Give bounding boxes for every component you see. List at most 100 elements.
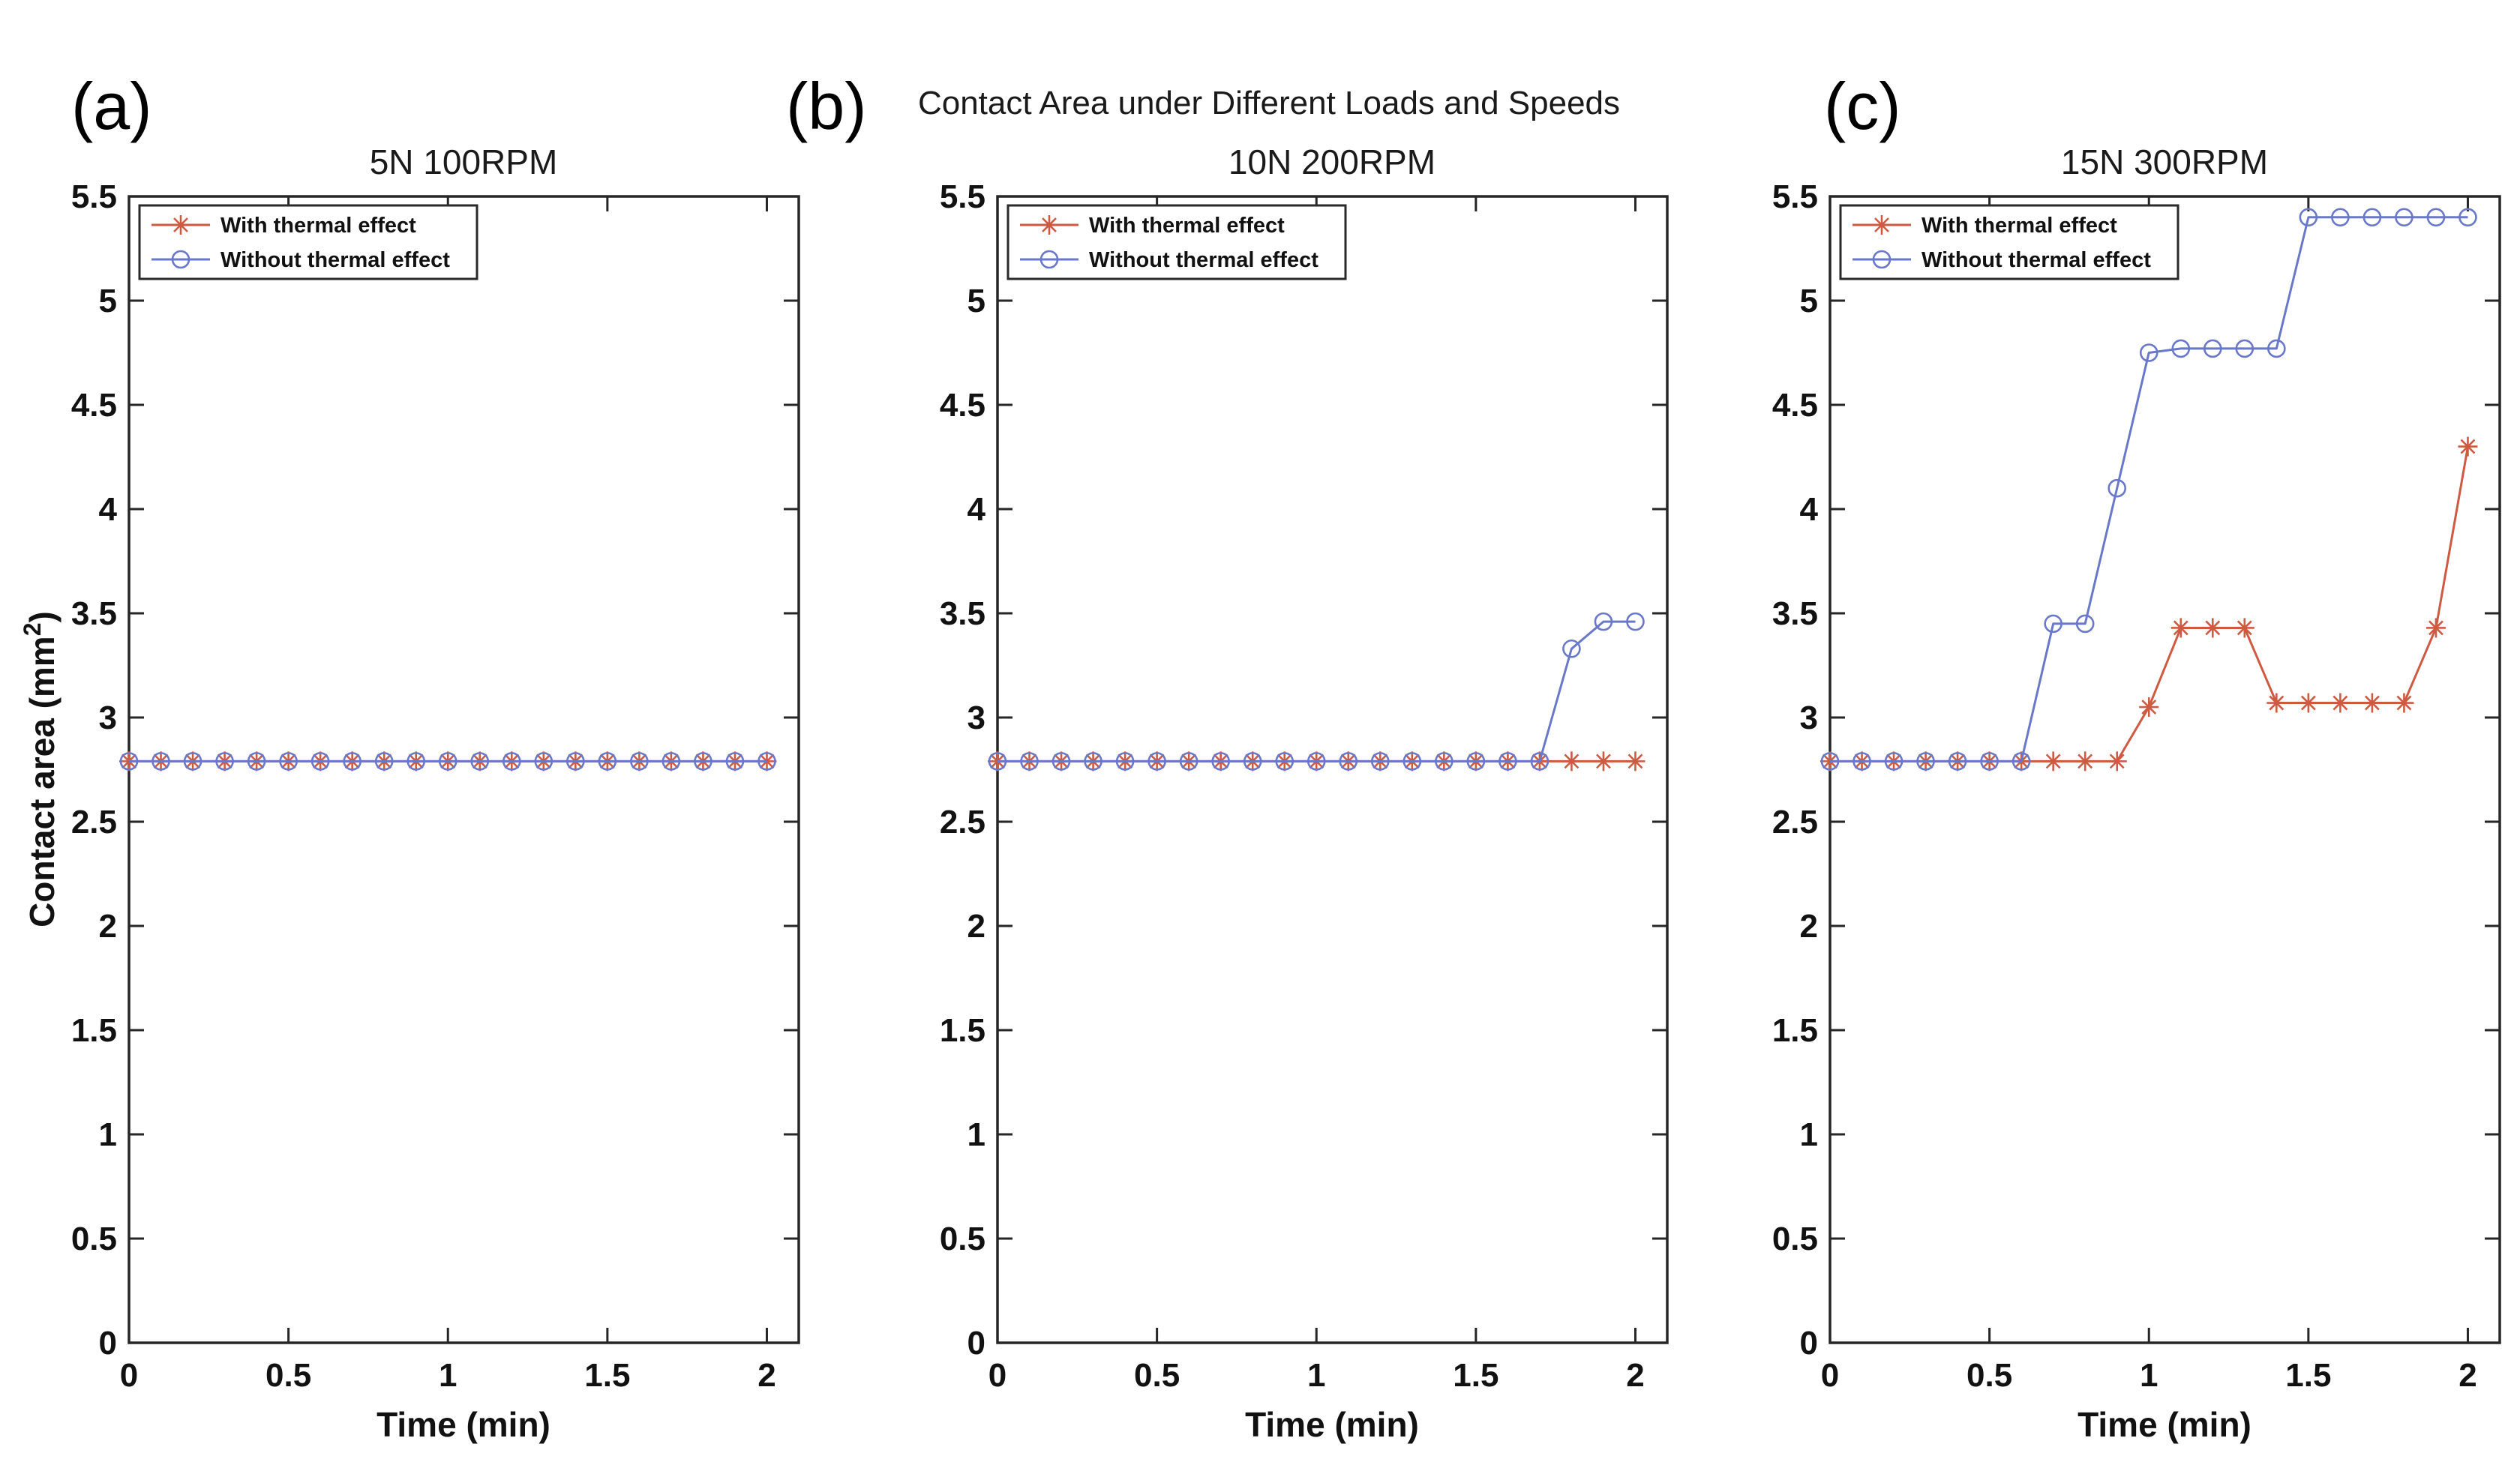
data-point-circle (343, 752, 362, 771)
y-axis-label: Contact area (mm2) (19, 611, 62, 927)
data-point-asterisk (1625, 751, 1646, 771)
data-point-circle (725, 752, 745, 771)
asterisk-stroke (2428, 620, 2444, 636)
legend-box (138, 204, 478, 280)
data-point-circle (1948, 752, 1967, 771)
asterisk-stroke (2045, 753, 2061, 769)
y-tick-label: 4 (1800, 491, 1819, 528)
plot-area-b: 0 0.5 1 1.5 2 0 0.5 1 1.5 2 2.5 3 3.5 4 4.5 5 5.5 With th… (940, 178, 1669, 1394)
data-point-circle (1435, 752, 1454, 771)
x-tick-label: 1.5 (1453, 1357, 1498, 1394)
x-axis-label-b: Time (min) (1245, 1405, 1419, 1444)
y-tick-label: 5.5 (71, 178, 117, 215)
x-tick-label: 2 (1626, 1357, 1644, 1394)
y-tick-label: 1.5 (1772, 1012, 1818, 1049)
legend-asterisk-marker (171, 215, 190, 235)
data-point-circle (2075, 614, 2095, 634)
data-point-circle (2299, 208, 2318, 227)
x-tick-label: 2 (2458, 1357, 2476, 1394)
asterisk-stroke (2396, 695, 2412, 711)
data-point-circle (2395, 208, 2414, 227)
panel-a: (a) 5N 100RPM Time (min) 0 0.5 1 1.5 2 0 0.5 1 1… (71, 69, 800, 1444)
y-tick-label: 1.5 (71, 1012, 117, 1049)
data-point-circle (119, 752, 139, 771)
y-tick-label: 1 (99, 1116, 117, 1153)
data-point-circle (2426, 208, 2446, 227)
data-point-circle (1243, 752, 1262, 771)
asterisk-stroke (1042, 217, 1057, 232)
data-point-circle (1594, 612, 1613, 631)
data-point-circle (2171, 339, 2191, 358)
x-tick-label: 2 (758, 1357, 776, 1394)
y-tick-label: 3 (968, 700, 986, 736)
data-point-circle (1498, 752, 1517, 771)
legend-box (1006, 204, 1347, 280)
data-point-asterisk (2298, 693, 2318, 713)
y-tick-label: 0.5 (71, 1221, 117, 1257)
asterisk-stroke (2460, 439, 2476, 454)
x-tick-label: 1.5 (2285, 1357, 2331, 1394)
x-tick-label: 0.5 (266, 1357, 311, 1394)
x-tick-label: 1 (2140, 1357, 2158, 1394)
asterisk-stroke (2269, 695, 2284, 711)
data-point-circle (2331, 208, 2350, 227)
data-point-circle (2362, 208, 2382, 227)
series-line-without-thermal (1830, 216, 2468, 762)
data-point-circle (662, 752, 681, 771)
x-tick-label: 0 (120, 1357, 138, 1394)
data-point-circle (1115, 752, 1135, 771)
figure-suptitle: Contact Area under Different Loads and S… (918, 85, 1620, 121)
y-tick-label: 2 (99, 908, 117, 945)
asterisk-stroke (2141, 700, 2157, 715)
data-point-circle (1980, 752, 1999, 771)
y-tick-label: 3.5 (1772, 595, 1818, 632)
data-point-circle (2012, 752, 2031, 771)
panel-title-c: 15N 300RPM (2061, 142, 2268, 181)
y-tick-label: 4 (968, 491, 986, 528)
y-tick-label: 3 (99, 700, 117, 736)
data-point-circle (1402, 752, 1422, 771)
data-point-circle (2235, 339, 2254, 358)
data-point-asterisk (2362, 693, 2382, 713)
data-point-circle (1020, 752, 1039, 771)
data-point-circle (988, 752, 1007, 771)
panel-c: (c) 15N 300RPM Time (min) 0 0.5 1 1.5 2 0 0.5 1… (1772, 69, 2501, 1444)
axes-box (1828, 195, 2501, 1344)
x-axis-label-a: Time (min) (376, 1405, 550, 1444)
data-point-circle (2203, 339, 2222, 358)
data-point-asterisk (2170, 618, 2191, 638)
asterisk-stroke (2173, 620, 2188, 636)
data-point-circle (502, 752, 521, 771)
y-tick-label: 0 (968, 1325, 986, 1362)
y-axis-label-close: ) (22, 611, 62, 622)
asterisk-stroke (2205, 620, 2221, 636)
asterisk-stroke (2332, 695, 2348, 711)
data-point-asterisk (2107, 751, 2127, 771)
y-tick-label: 0 (1800, 1325, 1818, 1362)
data-point-asterisk (1562, 751, 1582, 771)
panel-label-b: (b) (786, 69, 867, 143)
data-point-circle (1466, 752, 1486, 771)
data-point-circle (374, 752, 394, 771)
data-point-circle (1339, 752, 1358, 771)
data-point-circle (2139, 343, 2158, 362)
data-point-circle (1370, 752, 1390, 771)
panel-title-b: 10N 200RPM (1228, 142, 1436, 181)
data-point-asterisk (2458, 436, 2478, 457)
data-point-circle (183, 752, 202, 771)
data-point-asterisk (2266, 693, 2287, 713)
y-tick-label: 5.5 (1772, 178, 1818, 215)
legend-circle-marker (1872, 250, 1892, 269)
x-tick-label: 1 (439, 1357, 457, 1394)
y-tick-label: 2.5 (940, 804, 986, 840)
y-tick-label: 3.5 (71, 595, 117, 632)
y-axis-label-text: Contact area (mm (22, 636, 62, 927)
asterisk-stroke (2364, 695, 2380, 711)
legend-asterisk-marker (1872, 215, 1892, 235)
y-tick-label: 1 (1800, 1116, 1818, 1153)
data-point-asterisk (2394, 693, 2414, 713)
legend-label: Without thermal effect (1922, 248, 2151, 272)
data-point-circle (598, 752, 617, 771)
panel-title-a: 5N 100RPM (370, 142, 558, 181)
x-tick-label: 0.5 (1966, 1357, 2012, 1394)
